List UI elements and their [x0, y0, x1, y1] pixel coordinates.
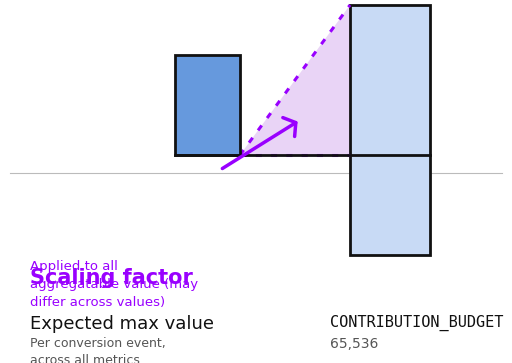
Bar — [175, 55, 240, 155]
Bar — [350, 5, 430, 255]
Text: Applied to all
aggregatable value (may
differ across values): Applied to all aggregatable value (may d… — [30, 260, 198, 309]
Text: CONTRIBUTION_BUDGET: CONTRIBUTION_BUDGET — [330, 315, 503, 331]
Text: Scaling factor: Scaling factor — [30, 268, 193, 288]
Text: 65,536: 65,536 — [330, 337, 378, 351]
Polygon shape — [240, 5, 350, 155]
Text: Expected max value: Expected max value — [30, 315, 214, 333]
Text: Per conversion event,
across all metrics: Per conversion event, across all metrics — [30, 337, 166, 363]
